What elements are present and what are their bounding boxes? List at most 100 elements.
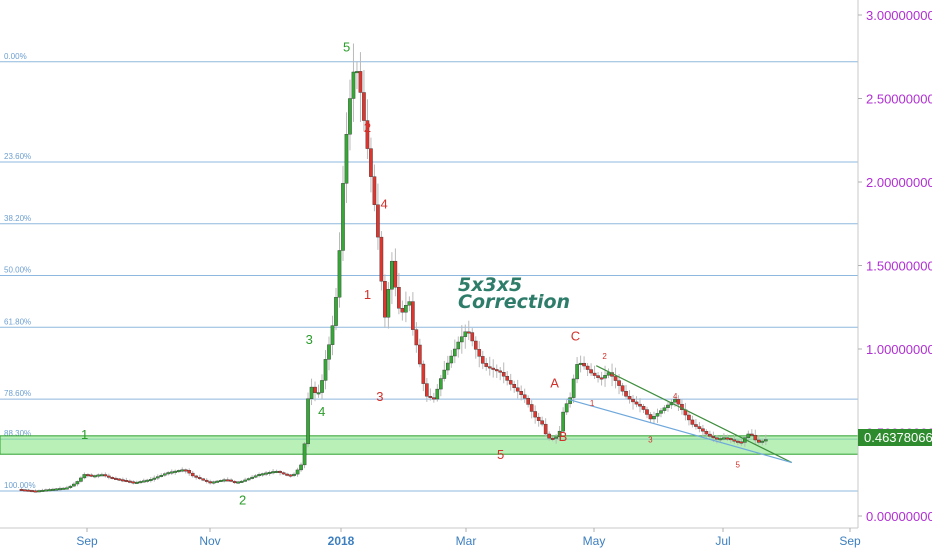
candle-body-53 <box>204 479 209 482</box>
candle-body-82 <box>306 398 310 445</box>
candle-body-101 <box>372 176 377 205</box>
candle-body-192 <box>690 419 695 425</box>
candle-body-199 <box>715 437 719 440</box>
candle-body-90 <box>334 297 338 326</box>
candle-body-56 <box>215 480 219 483</box>
candle-body-125 <box>456 341 461 350</box>
candle-body-42 <box>166 472 171 475</box>
candle-body-141 <box>512 384 517 388</box>
price-axis[interactable]: 3.00000000 2.50000000 2.00000000 1.50000000… <box>858 8 932 524</box>
candle-body-213 <box>764 439 768 442</box>
candle-body-178 <box>641 406 646 410</box>
candle-body-1 <box>23 489 27 492</box>
candle-body-87 <box>323 359 328 381</box>
candle-body-163 <box>589 369 593 374</box>
candle-body-20 <box>89 474 94 477</box>
candle-body-34 <box>138 481 143 484</box>
candle-body-9 <box>51 488 55 491</box>
candle-body-86 <box>320 380 324 393</box>
wave-label-2: 3 <box>306 332 313 347</box>
candle-body-41 <box>162 473 167 476</box>
candle-body-26 <box>110 477 115 480</box>
candle-body-119 <box>435 388 440 400</box>
candle-body-107 <box>393 260 398 288</box>
candle-body-47 <box>183 469 188 472</box>
candle-body-174 <box>627 396 632 400</box>
candle-body-70 <box>264 472 268 475</box>
candle-body-32 <box>131 481 136 484</box>
candle-body-102 <box>376 204 380 238</box>
candle-body-19 <box>86 474 90 477</box>
candle-body-49 <box>190 472 195 477</box>
candle-body-95 <box>351 71 356 99</box>
candle-body-172 <box>620 385 625 392</box>
candle-body-23 <box>100 474 104 477</box>
candle-body-131 <box>477 349 482 357</box>
candle-body-133 <box>484 363 489 367</box>
candle-body-211 <box>757 439 761 443</box>
trend-lines <box>566 365 793 464</box>
candle-body-46 <box>180 469 185 472</box>
candle-body-154 <box>557 430 562 438</box>
wave-label-16: 4 <box>673 392 678 401</box>
candle-body-204 <box>732 439 737 442</box>
candle-body-166 <box>599 377 604 380</box>
candle-body-50 <box>194 475 199 478</box>
wave-label-11: B <box>559 429 568 444</box>
candle-body-43 <box>169 471 174 474</box>
wave-label-15: 3 <box>648 436 653 445</box>
candle-body-112 <box>411 301 415 330</box>
candle-body-196 <box>704 431 709 435</box>
candle-body-130 <box>473 340 478 350</box>
candle-body-212 <box>760 440 765 443</box>
candle-body-94 <box>348 98 352 135</box>
candle-body-137 <box>498 370 503 373</box>
trend-line-1 <box>566 398 792 464</box>
time-axis[interactable]: Sep Nov 2018 Mar May Jul Sep <box>76 528 861 548</box>
candle-body-200 <box>718 438 723 441</box>
price-tick-0: 3.00000000 <box>866 8 932 23</box>
candle-body-78 <box>292 473 296 476</box>
candle-body-28 <box>117 478 122 481</box>
candle-body-191 <box>687 414 691 421</box>
candle-body-148 <box>536 416 541 421</box>
candle-body-24 <box>103 474 108 477</box>
time-tick-5: Jul <box>715 534 730 548</box>
candle-body-109 <box>400 308 405 313</box>
candle-body-138 <box>501 372 506 377</box>
candle-body-12 <box>61 487 66 490</box>
wave-label-6: 4 <box>380 197 387 212</box>
wave-label-7: 1 <box>364 287 371 302</box>
candle-body-45 <box>176 470 181 473</box>
candle-body-134 <box>487 366 492 369</box>
chart-title-line-1: 5x3x5 <box>458 274 522 296</box>
candle-body-140 <box>508 380 513 385</box>
candle-body-35 <box>141 480 146 483</box>
candle-body-126 <box>459 336 464 343</box>
candle-body-136 <box>494 369 499 372</box>
candle-body-68 <box>257 474 261 477</box>
candle-body-58 <box>222 479 226 482</box>
candle-body-170 <box>613 376 618 381</box>
candle-body-30 <box>124 480 129 482</box>
candle-body-201 <box>722 437 726 440</box>
wave-label-17: 5 <box>735 461 740 470</box>
wave-label-13: 1 <box>590 399 595 408</box>
candle-body-36 <box>145 479 150 482</box>
candle-body-143 <box>519 391 523 395</box>
candle-body-152 <box>550 437 555 440</box>
price-tick-2: 2.00000000 <box>866 175 932 190</box>
candle-body-156 <box>564 403 569 413</box>
candle-body-165 <box>596 375 600 378</box>
candle-body-188 <box>676 399 681 405</box>
price-tick-3: 1.50000000 <box>866 259 932 274</box>
fib-label-2: 38.20% <box>4 214 31 223</box>
candle-body-55 <box>211 481 216 484</box>
candle-body-184 <box>662 407 667 411</box>
candle-body-159 <box>575 364 579 380</box>
candle-body-48 <box>187 470 192 474</box>
candle-body-155 <box>561 411 565 432</box>
candle-body-67 <box>253 475 258 478</box>
candle-body-5 <box>37 490 41 493</box>
